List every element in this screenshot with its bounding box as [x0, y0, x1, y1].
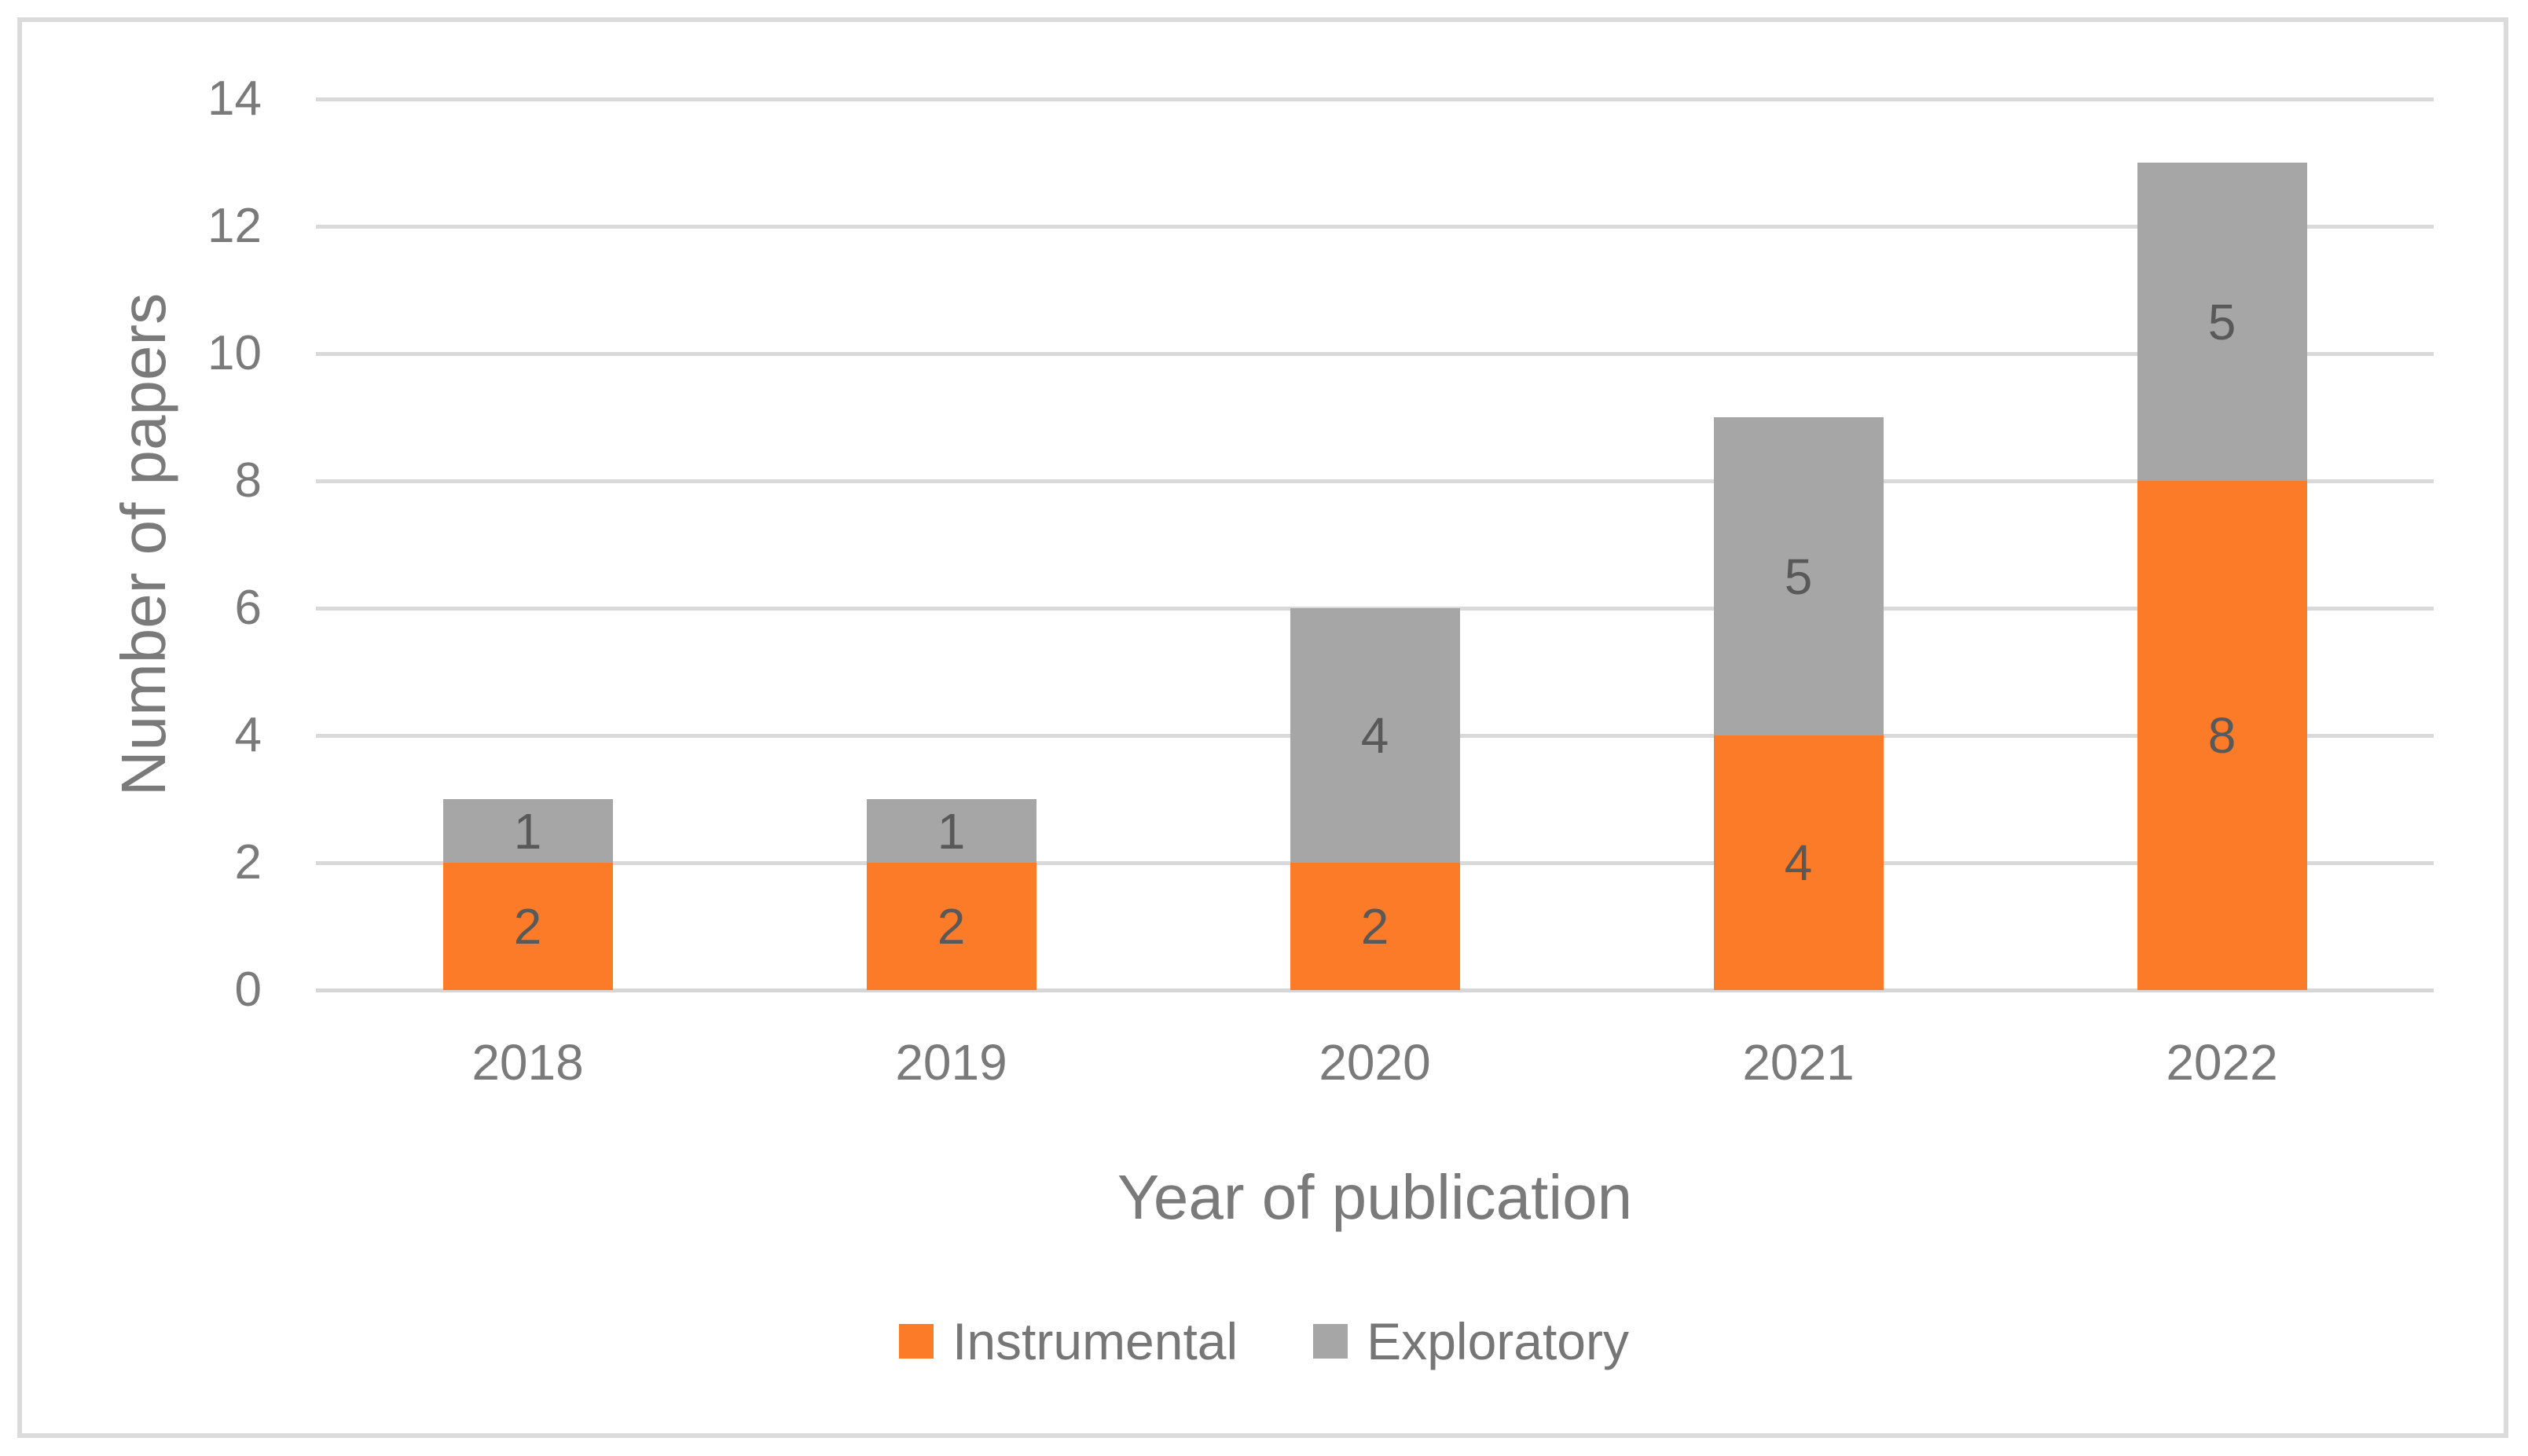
bar-segment-instrumental-2022: 8 — [2137, 481, 2307, 990]
data-label: 1 — [513, 802, 542, 860]
bar-segment-instrumental-2021: 4 — [1713, 735, 1884, 990]
y-tick-label: 4 — [234, 708, 262, 762]
legend-swatch-icon — [1313, 1324, 1348, 1359]
bar-segment-exploratory-2020: 4 — [1290, 608, 1460, 863]
bar-segment-exploratory-2019: 1 — [866, 799, 1037, 863]
data-label: 5 — [2207, 293, 2236, 350]
x-tick-label-2020: 2020 — [1319, 1034, 1431, 1091]
data-label: 1 — [937, 802, 966, 860]
legend-item-instrumental: Instrumental — [899, 1315, 1238, 1367]
x-axis-line — [316, 988, 2434, 992]
data-label: 4 — [1360, 707, 1389, 764]
y-tick-label: 14 — [207, 72, 262, 126]
y-tick-label: 6 — [234, 581, 262, 635]
bar-segment-instrumental-2018: 2 — [442, 863, 613, 990]
y-gridline — [316, 352, 2434, 356]
x-tick-label-2019: 2019 — [895, 1034, 1007, 1091]
legend-label: Exploratory — [1367, 1312, 1629, 1370]
data-label: 2 — [937, 898, 966, 955]
bar-segment-exploratory-2021: 5 — [1713, 417, 1884, 735]
y-gridline — [316, 479, 2434, 483]
x-tick-label-2022: 2022 — [2166, 1034, 2278, 1091]
data-label: 8 — [2207, 707, 2236, 764]
legend: Instrumental Exploratory — [0, 1315, 2528, 1367]
y-tick-label: 12 — [207, 199, 262, 253]
bar-segment-instrumental-2019: 2 — [866, 863, 1037, 990]
legend-swatch-icon — [899, 1324, 934, 1359]
data-label: 4 — [1784, 834, 1813, 891]
legend-item-exploratory: Exploratory — [1313, 1315, 1629, 1367]
bar-segment-exploratory-2022: 5 — [2137, 163, 2307, 481]
y-tick-label: 8 — [234, 453, 262, 508]
y-gridline — [316, 97, 2434, 101]
bar-segment-exploratory-2018: 1 — [442, 799, 613, 863]
y-tick-label: 0 — [234, 963, 262, 1017]
x-tick-label-2021: 2021 — [1742, 1034, 1855, 1091]
y-gridline — [316, 225, 2434, 229]
data-label: 2 — [1360, 898, 1389, 955]
data-label: 5 — [1784, 548, 1813, 605]
bar-segment-instrumental-2020: 2 — [1290, 863, 1460, 990]
y-tick-label: 10 — [207, 326, 262, 380]
x-tick-label-2018: 2018 — [471, 1034, 584, 1091]
figure-border — [17, 17, 2508, 1438]
y-axis-title: Number of papers — [108, 292, 178, 797]
legend-label: Instrumental — [952, 1312, 1238, 1370]
y-tick-label: 2 — [234, 835, 262, 889]
x-axis-title: Year of publication — [1117, 1162, 1633, 1232]
data-label: 2 — [513, 898, 542, 955]
